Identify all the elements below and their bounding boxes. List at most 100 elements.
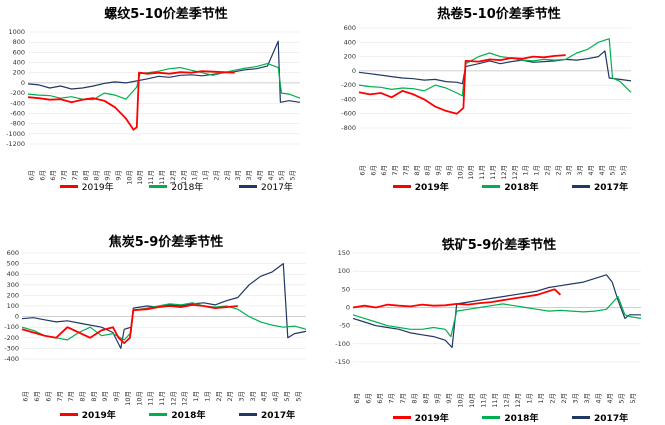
- legend-item: 2018年: [149, 180, 203, 193]
- x-tick-label: 1月: [203, 391, 211, 402]
- legend-swatch: [572, 416, 591, 419]
- legend-item: 2019年: [392, 180, 449, 193]
- x-tick-label: 11月: [158, 170, 166, 185]
- x-tick-label: 7月: [399, 393, 407, 404]
- x-tick-label: 5月: [294, 391, 302, 402]
- y-tick-label: -150: [335, 358, 350, 366]
- y-tick-label: -600: [10, 109, 25, 117]
- y-tick-label: -100: [4, 323, 19, 331]
- legend-label: 2018年: [171, 183, 204, 193]
- y-tick-label: -200: [341, 81, 356, 89]
- x-tick-label: 3月: [565, 165, 573, 176]
- x-tick-label: 3月: [234, 170, 242, 181]
- legend-item: 2018年: [482, 411, 538, 424]
- x-tick-label: 1月: [202, 170, 210, 181]
- series-line-2018年: [352, 296, 642, 338]
- x-tick-label: 8月: [78, 391, 86, 402]
- x-tick-label: 7月: [56, 391, 64, 402]
- x-tick-label: 10月: [456, 393, 464, 408]
- legend-item: 2019年: [59, 408, 116, 421]
- legend-label: 2017年: [594, 414, 629, 424]
- x-tick-label: 3月: [238, 391, 246, 402]
- legend-label: 2017年: [261, 411, 296, 421]
- x-tick-label: 7月: [67, 391, 75, 402]
- x-tick-label: 12月: [169, 391, 177, 406]
- x-tick-label: 12月: [500, 165, 508, 180]
- legend-swatch: [149, 413, 168, 416]
- x-tick-label: 12月: [514, 393, 522, 408]
- x-tick-label: 8月: [422, 393, 430, 404]
- y-tick-label: 800: [13, 38, 25, 46]
- x-tick-label: 5月: [618, 393, 626, 404]
- y-tick-label: -800: [10, 120, 25, 128]
- x-tick-label: 5月: [629, 393, 637, 404]
- x-tick-label: 6月: [38, 170, 46, 181]
- y-tick-label: -400: [10, 99, 25, 107]
- x-tick-label: 2月: [223, 170, 231, 181]
- y-tick-label: -1200: [6, 140, 25, 148]
- series-line-2017年: [27, 40, 301, 103]
- y-tick-label: 200: [7, 291, 19, 299]
- x-tick-label: 5月: [609, 165, 617, 176]
- x-tick-label: 6月: [22, 391, 30, 402]
- x-tick-label: 7月: [402, 165, 410, 176]
- legend-item: 2017年: [239, 408, 295, 421]
- x-tick-label: 1月: [526, 393, 534, 404]
- y-tick-label: 600: [7, 249, 19, 257]
- legend-item: 2019年: [392, 411, 449, 424]
- x-tick-label: 1月: [522, 165, 530, 176]
- x-tick-label: 10月: [468, 393, 476, 408]
- x-tick-label: 4月: [595, 393, 603, 404]
- legend-label: 2019年: [81, 183, 114, 193]
- x-tick-label: 10月: [135, 391, 143, 406]
- y-tick-label: 500: [7, 260, 19, 268]
- x-tick-label: 12月: [503, 393, 511, 408]
- y-tick-label: -100: [335, 340, 350, 348]
- x-tick-label: 6月: [44, 391, 52, 402]
- series-line-2019年: [352, 288, 562, 309]
- x-tick-label: 2月: [543, 165, 551, 176]
- x-tick-label: 10月: [125, 170, 133, 185]
- x-tick-label: 3月: [245, 170, 253, 181]
- x-tick-label: 10月: [124, 391, 132, 406]
- legend-label: 2018年: [504, 183, 539, 193]
- x-tick-label: 5月: [283, 391, 291, 402]
- y-tick-label: 50: [342, 285, 350, 293]
- x-tick-label: 7月: [391, 165, 399, 176]
- legend-label: 2019年: [414, 414, 449, 424]
- x-tick-label: 8月: [410, 393, 418, 404]
- legend-swatch: [59, 185, 78, 188]
- x-tick-label: 10月: [136, 170, 144, 185]
- x-tick-label: 8月: [90, 391, 98, 402]
- legend-label: 2019年: [414, 183, 449, 193]
- x-tick-label: 11月: [489, 165, 497, 180]
- x-tick-label: 9月: [104, 170, 112, 181]
- y-tick-label: 400: [7, 270, 19, 278]
- chart-title: 铁矿5-9价差季节性: [441, 238, 557, 253]
- legend-item: 2018年: [482, 180, 538, 193]
- x-tick-label: 10月: [456, 165, 464, 180]
- y-tick-label: 400: [13, 59, 25, 67]
- chart-legend: 2019年 2018年 2017年: [0, 180, 332, 194]
- chart-panel-iron-ore: 铁矿5-9价差季节性 150 100 50 0 -50 -100 -150 6月 6月 6月 7月 7…: [333, 228, 665, 425]
- legend-swatch: [59, 413, 78, 416]
- x-tick-label: 8月: [413, 165, 421, 176]
- y-tick-label: 200: [344, 53, 356, 61]
- x-tick-label: 6月: [380, 165, 388, 176]
- legend-item: 2017年: [572, 411, 628, 424]
- x-tick-label: 2月: [215, 391, 223, 402]
- x-tick-label: 3月: [583, 393, 591, 404]
- x-tick-label: 11月: [479, 393, 487, 408]
- x-tick-label: 6月: [49, 170, 57, 181]
- x-tick-label: 11月: [491, 393, 499, 408]
- x-tick-label: 4月: [272, 391, 280, 402]
- x-tick-label: 7月: [71, 170, 79, 181]
- y-tick-label: 0: [352, 67, 356, 75]
- y-tick-label: 100: [338, 267, 350, 275]
- x-tick-label: 4月: [260, 391, 268, 402]
- x-tick-label: 12月: [511, 165, 519, 180]
- y-tick-label: 400: [344, 38, 356, 46]
- x-tick-label: 9月: [113, 391, 121, 402]
- y-tick-label: 100: [7, 302, 19, 310]
